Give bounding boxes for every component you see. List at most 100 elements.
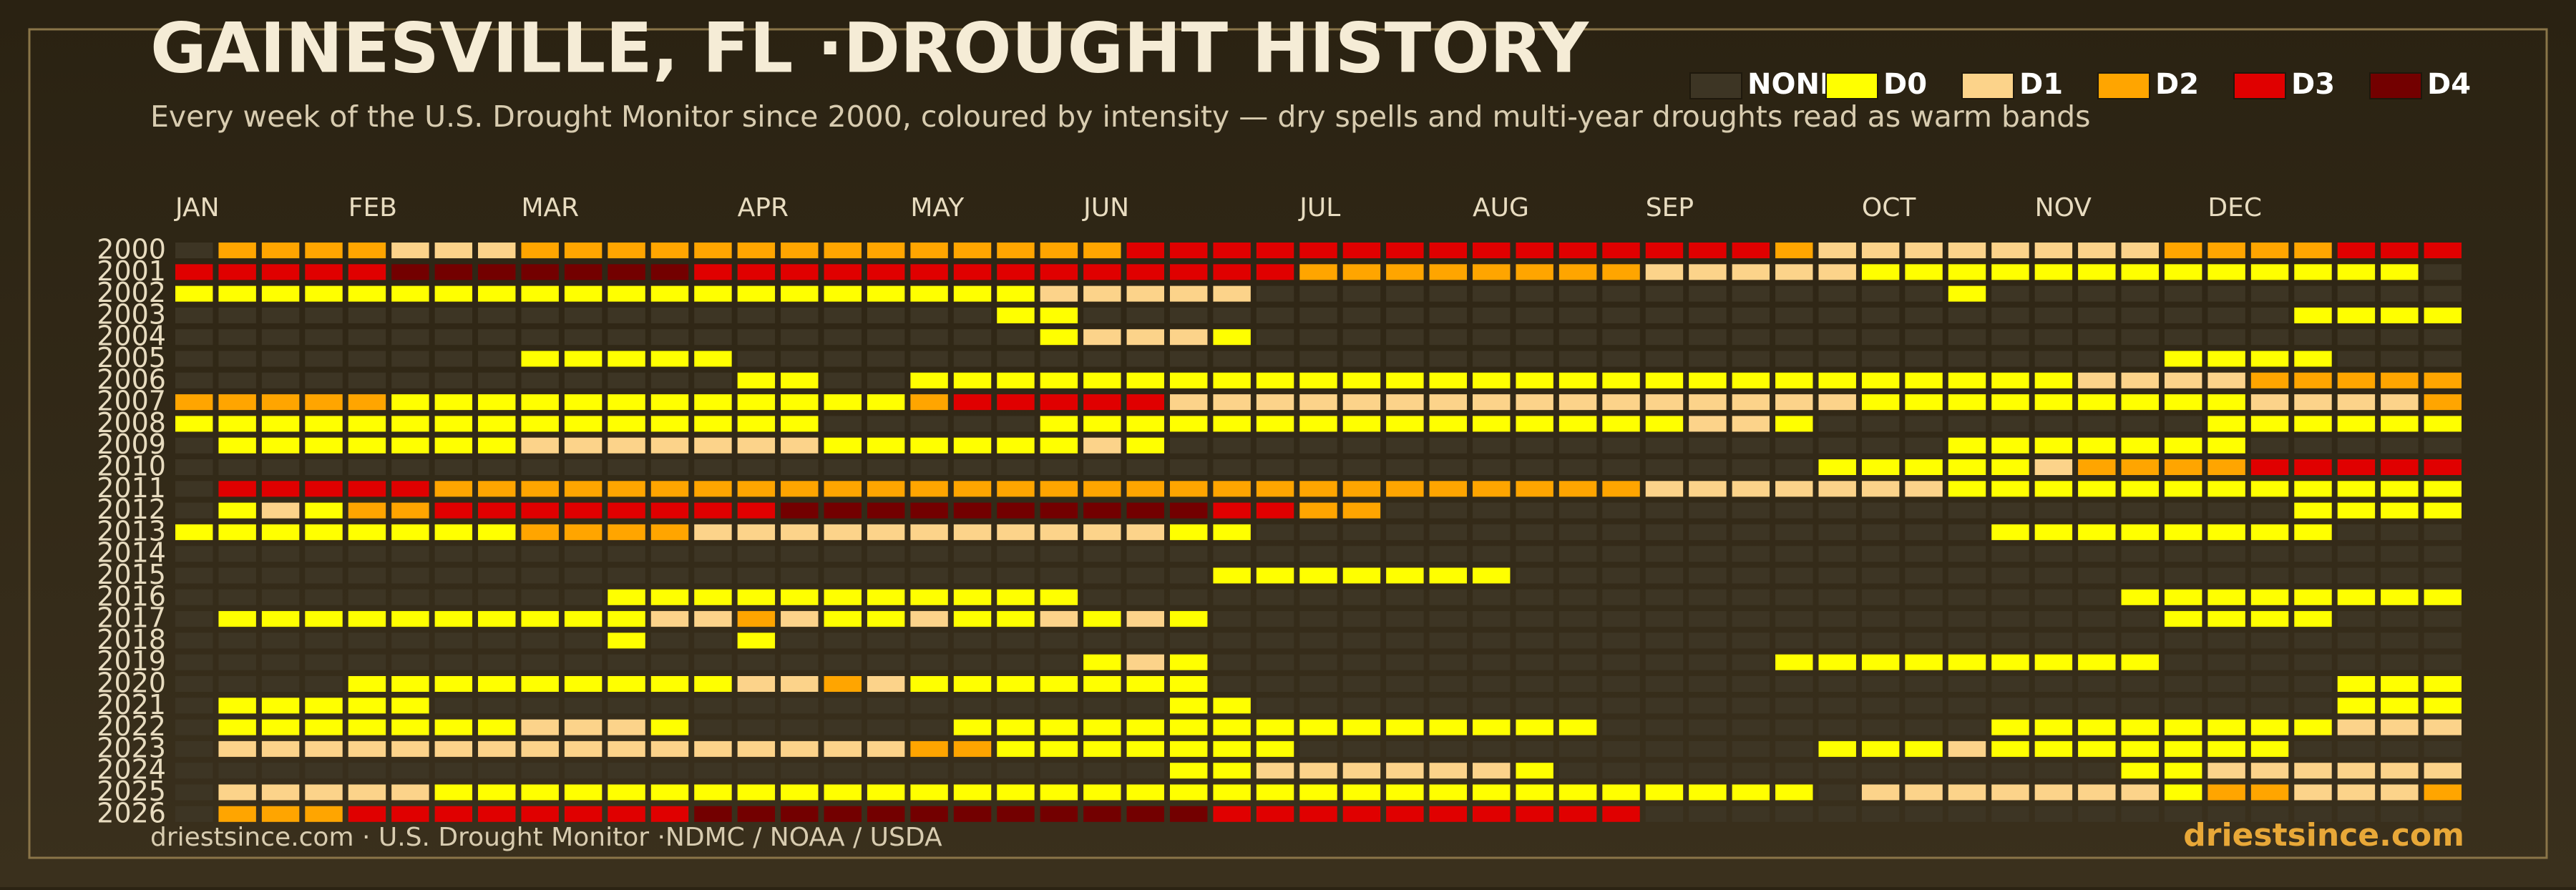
cell bbox=[348, 264, 386, 280]
cell bbox=[1861, 740, 1900, 757]
cell bbox=[1775, 524, 1813, 540]
y-tick-label: 2015 bbox=[97, 559, 166, 590]
y-tick-label: 2021 bbox=[97, 689, 166, 720]
cell bbox=[218, 698, 256, 714]
cell bbox=[1775, 763, 1813, 779]
cell bbox=[608, 632, 645, 649]
cell bbox=[1040, 546, 1078, 562]
cell bbox=[2294, 459, 2332, 475]
cell bbox=[2294, 654, 2332, 670]
legend-swatch bbox=[2369, 72, 2422, 99]
cell bbox=[1169, 654, 1208, 670]
cell bbox=[478, 285, 516, 302]
cell bbox=[2294, 806, 2332, 822]
cell bbox=[1126, 589, 1164, 605]
cell bbox=[781, 676, 819, 692]
cell bbox=[2034, 329, 2073, 346]
cell bbox=[478, 307, 516, 323]
cell bbox=[650, 676, 689, 692]
cell bbox=[1169, 676, 1208, 692]
cell bbox=[997, 546, 1035, 562]
cell bbox=[2381, 481, 2419, 497]
cell bbox=[694, 611, 732, 627]
cell bbox=[1861, 676, 1900, 692]
cell bbox=[521, 763, 559, 779]
cell bbox=[910, 351, 948, 367]
cell bbox=[2164, 351, 2202, 367]
cell bbox=[218, 437, 256, 454]
cell bbox=[1689, 285, 1727, 302]
cell bbox=[1905, 654, 1943, 670]
cell bbox=[1429, 264, 1468, 280]
cell bbox=[1040, 437, 1078, 454]
cell bbox=[2164, 481, 2202, 497]
cell bbox=[910, 567, 948, 584]
cell bbox=[2207, 394, 2245, 411]
cell bbox=[824, 719, 862, 735]
cell bbox=[261, 351, 300, 367]
cell bbox=[2034, 481, 2073, 497]
cell bbox=[608, 329, 645, 346]
cell bbox=[2294, 632, 2332, 649]
cell bbox=[1429, 243, 1468, 258]
cell bbox=[1558, 394, 1597, 411]
cell bbox=[1256, 285, 1294, 302]
cell bbox=[1775, 351, 1813, 367]
cell bbox=[1991, 481, 2029, 497]
cell bbox=[434, 416, 473, 432]
cell bbox=[1213, 676, 1251, 692]
cell bbox=[564, 698, 602, 714]
cell bbox=[1948, 351, 1986, 367]
cell bbox=[2381, 611, 2419, 627]
cell bbox=[1386, 611, 1424, 627]
cell bbox=[737, 567, 776, 584]
cell bbox=[737, 502, 776, 519]
cell bbox=[1861, 784, 1900, 801]
cell bbox=[781, 654, 819, 670]
cell bbox=[261, 611, 300, 627]
cell bbox=[2034, 285, 2073, 302]
cell bbox=[521, 719, 559, 735]
cell bbox=[953, 611, 992, 627]
cell bbox=[1645, 285, 1684, 302]
cell bbox=[1083, 654, 1121, 670]
cell bbox=[1429, 459, 1468, 475]
cell bbox=[1558, 806, 1597, 822]
cell bbox=[564, 243, 602, 258]
cell bbox=[1040, 481, 1078, 497]
cell bbox=[2164, 502, 2202, 519]
cell bbox=[2121, 763, 2159, 779]
cell bbox=[1256, 372, 1294, 388]
cell bbox=[953, 676, 992, 692]
cell bbox=[1516, 459, 1553, 475]
cell bbox=[1602, 285, 1640, 302]
cell bbox=[1732, 546, 1770, 562]
cell bbox=[2250, 437, 2289, 454]
cell bbox=[1299, 437, 1337, 454]
cell bbox=[175, 654, 213, 670]
cell bbox=[434, 351, 473, 367]
cell bbox=[1818, 437, 1856, 454]
cell bbox=[1299, 243, 1337, 258]
cell bbox=[1342, 719, 1381, 735]
cell bbox=[1429, 285, 1468, 302]
cell bbox=[305, 567, 343, 584]
cell bbox=[1818, 502, 1856, 519]
cell bbox=[2034, 567, 2073, 584]
cell bbox=[1473, 285, 1511, 302]
legend-swatch bbox=[1689, 72, 1742, 99]
cell bbox=[2294, 676, 2332, 692]
cell bbox=[1386, 546, 1424, 562]
cell bbox=[1991, 806, 2029, 822]
cell bbox=[1861, 567, 1900, 584]
cell bbox=[2294, 546, 2332, 562]
cell bbox=[1342, 351, 1381, 367]
cell bbox=[1169, 394, 1208, 411]
cell bbox=[910, 481, 948, 497]
cell bbox=[1991, 763, 2029, 779]
cell bbox=[1299, 394, 1337, 411]
cell bbox=[218, 740, 256, 757]
cell bbox=[1991, 502, 2029, 519]
cell bbox=[1213, 481, 1251, 497]
cell bbox=[391, 567, 429, 584]
